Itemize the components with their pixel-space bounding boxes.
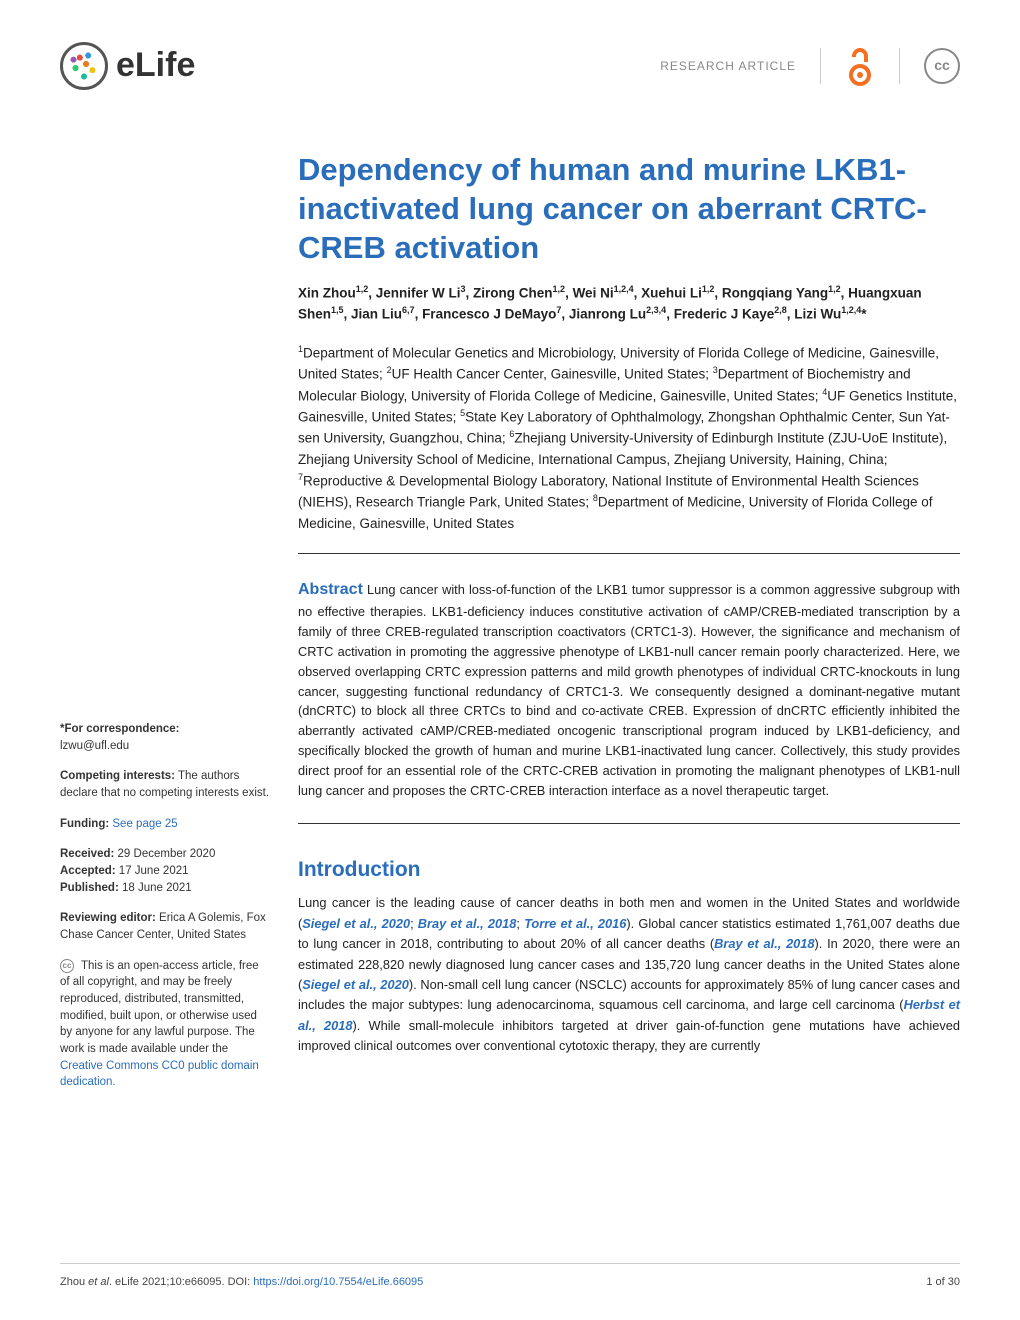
page-number: 1 of 30	[926, 1274, 960, 1291]
accepted-date: 17 June 2021	[116, 865, 189, 877]
abstract-label: Abstract	[298, 581, 363, 598]
funding-label: Funding:	[60, 818, 109, 830]
journal-name: eLife	[116, 40, 195, 91]
open-access-icon	[845, 46, 875, 86]
published-label: Published:	[60, 882, 119, 894]
citation-prefix: Zhou	[60, 1276, 88, 1288]
competing-label: Competing interests:	[60, 770, 175, 782]
journal-logo: eLife	[60, 40, 195, 91]
accepted-label: Accepted:	[60, 865, 116, 877]
article-title: Dependency of human and murine LKB1-inac…	[298, 151, 960, 267]
main-content: *For correspondence: lzwu@ufl.edu Compet…	[60, 151, 960, 1105]
abstract-paragraph: Abstract Lung cancer with loss-of-functi…	[298, 578, 960, 801]
license-block: cc This is an open-access article, free …	[60, 958, 270, 1091]
competing-interests-block: Competing interests: The authors declare…	[60, 768, 270, 801]
author-list: Xin Zhou1,2, Jennifer W Li3, Zirong Chen…	[298, 283, 960, 325]
abstract-text: Lung cancer with loss-of-function of the…	[298, 582, 960, 798]
funding-link[interactable]: See page 25	[112, 818, 177, 830]
correspondence-email: lzwu@ufl.edu	[60, 740, 129, 752]
article-body: Dependency of human and murine LKB1-inac…	[298, 151, 960, 1105]
introduction-paragraph: Lung cancer is the leading cause of canc…	[298, 893, 960, 1057]
license-text: This is an open-access article, free of …	[60, 960, 259, 1055]
introduction-heading: Introduction	[298, 854, 960, 886]
received-label: Received:	[60, 848, 114, 860]
editor-block: Reviewing editor: Erica A Golemis, Fox C…	[60, 910, 270, 943]
published-date: 18 June 2021	[119, 882, 192, 894]
editor-label: Reviewing editor:	[60, 912, 156, 924]
correspondence-label: *For correspondence:	[60, 723, 180, 735]
elife-logo-icon	[60, 42, 108, 90]
divider	[899, 48, 900, 84]
correspondence-block: *For correspondence: lzwu@ufl.edu	[60, 721, 270, 754]
divider	[820, 48, 821, 84]
citation-etal: et al	[88, 1276, 109, 1288]
license-link[interactable]: Creative Commons CC0 public domain dedic…	[60, 1060, 259, 1089]
divider	[298, 553, 960, 554]
divider	[298, 823, 960, 824]
article-type-label: RESEARCH ARTICLE	[660, 57, 796, 75]
received-date: 29 December 2020	[114, 848, 215, 860]
header-meta: RESEARCH ARTICLE cc	[660, 46, 960, 86]
doi-link[interactable]: https://doi.org/10.7554/eLife.66095	[253, 1276, 423, 1288]
cc-license-icon: cc	[924, 48, 960, 84]
footer-citation: Zhou et al. eLife 2021;10:e66095. DOI: h…	[60, 1274, 423, 1291]
funding-block: Funding: See page 25	[60, 816, 270, 833]
page-footer: Zhou et al. eLife 2021;10:e66095. DOI: h…	[60, 1263, 960, 1291]
article-sidebar: *For correspondence: lzwu@ufl.edu Compet…	[60, 151, 270, 1105]
dates-block: Received: 29 December 2020 Accepted: 17 …	[60, 846, 270, 896]
affiliations: 1Department of Molecular Genetics and Mi…	[298, 343, 960, 535]
citation-rest: . eLife 2021;10:e66095. DOI:	[109, 1276, 253, 1288]
cc-small-icon: cc	[60, 959, 74, 973]
page-header: eLife RESEARCH ARTICLE cc	[60, 40, 960, 91]
